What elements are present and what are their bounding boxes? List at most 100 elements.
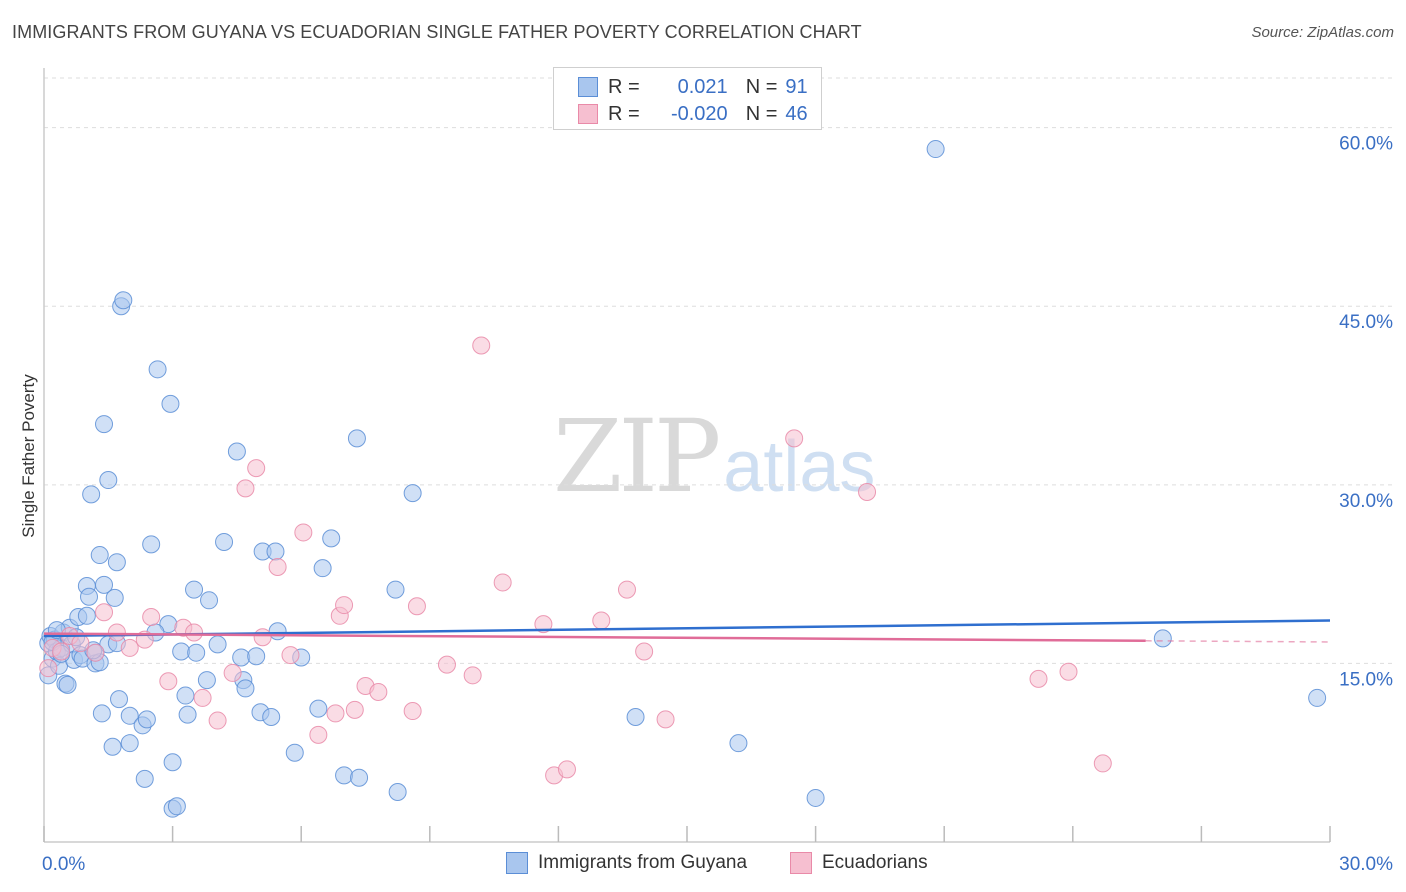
- guyana-point: [99, 471, 118, 490]
- legend-n-value: 91: [785, 75, 808, 98]
- guyana-point: [266, 542, 285, 561]
- points-layer: [39, 140, 1327, 818]
- guyana-point: [176, 686, 195, 705]
- legend-n-label: N =: [745, 75, 778, 98]
- ecuadorian-point: [107, 623, 126, 642]
- axis-layer: [43, 68, 1331, 843]
- guyana-point: [172, 642, 191, 661]
- watermark-zip: ZIP: [553, 398, 721, 515]
- ecuadorian-point: [369, 682, 388, 701]
- ecuadorian-point: [247, 459, 266, 478]
- legend-row-guyana: R = 0.021 N = 91: [578, 74, 808, 100]
- guyana-point: [137, 710, 156, 729]
- guyana-point: [114, 291, 133, 310]
- trend-layer: [43, 619, 1331, 643]
- guyana-point: [347, 429, 366, 448]
- guyana-point: [322, 529, 341, 548]
- guyana-point: [103, 737, 122, 756]
- legend-r-value: -0.020: [670, 102, 728, 125]
- ecuadorian-point: [1059, 662, 1078, 681]
- ecuadorian-point: [472, 336, 491, 355]
- ecuadorian-point: [463, 666, 482, 685]
- guyana-point: [806, 788, 825, 807]
- legend-item-ecuadorians[interactable]: Ecuadorians: [790, 852, 928, 874]
- guyana-point: [92, 704, 111, 723]
- guyana-point: [105, 588, 124, 607]
- y-tick-label: 30.0%: [1339, 491, 1393, 512]
- ecuadorian-point: [858, 482, 877, 501]
- ecuadorian-point: [326, 704, 345, 723]
- guyana-point: [107, 553, 126, 572]
- ecuadorian-point: [493, 573, 512, 592]
- guyana-point: [285, 743, 304, 762]
- guyana-point: [262, 707, 281, 726]
- guyana-point: [80, 587, 99, 606]
- ecuadorian-point: [236, 479, 255, 498]
- guyana-point: [82, 485, 101, 504]
- guyana-point: [142, 535, 161, 554]
- chart-title: IMMIGRANTS FROM GUYANA VS ECUADORIAN SIN…: [12, 22, 862, 42]
- guyana-point: [1308, 688, 1327, 707]
- ecuadorian-point: [208, 711, 227, 730]
- ecuadorian-point: [281, 646, 300, 665]
- ecuadorian-point: [185, 623, 204, 642]
- ecuadorian-point: [309, 725, 328, 744]
- legend-label-guyana: Immigrants from Guyana: [538, 852, 748, 873]
- guyana-point: [110, 690, 129, 709]
- guyana-point: [120, 706, 139, 725]
- y-axis-label: Single Father Poverty: [19, 374, 38, 538]
- legend-row-ecuadorians: R = -0.020 N = 46: [578, 101, 808, 127]
- guyana-point: [58, 675, 77, 694]
- guyana-point: [187, 643, 206, 662]
- guyana-point: [148, 360, 167, 379]
- guyana-point: [163, 753, 182, 772]
- guyana-point: [77, 606, 96, 625]
- ecuadorian-point: [193, 688, 212, 707]
- ecuadorian-point: [253, 628, 272, 647]
- guyana-point: [227, 442, 246, 461]
- ecuadorian-point: [345, 700, 364, 719]
- guyana-point: [247, 647, 266, 666]
- guyana-point: [388, 782, 407, 801]
- ecuadorian-point: [635, 642, 654, 661]
- y-tick-label: 45.0%: [1339, 312, 1393, 333]
- guyana-point: [268, 622, 287, 641]
- guyana-point: [729, 734, 748, 753]
- guyana-point: [135, 769, 154, 788]
- ecuadorian-point: [785, 429, 804, 448]
- ecuadorian-point: [142, 607, 161, 626]
- ecuadorian-point: [617, 580, 636, 599]
- legend-item-guyana[interactable]: Immigrants from Guyana: [506, 852, 747, 874]
- guyana-point: [208, 635, 227, 654]
- ecuadorian-point: [95, 603, 114, 622]
- ecuadorian-point: [557, 760, 576, 779]
- legend-r-label: R =: [608, 75, 640, 98]
- guyana-point: [95, 575, 114, 594]
- guyana-trend-line: [43, 619, 1331, 638]
- ecuadorian-point: [294, 523, 313, 542]
- guyana-point: [386, 580, 405, 599]
- ecuadorian-point: [403, 702, 422, 721]
- ecuadorian-point: [1093, 754, 1112, 773]
- legend-r-label: R =: [608, 102, 640, 125]
- guyana-point: [185, 580, 204, 599]
- label-layer: 15.0% 30.0% 45.0% 60.0% 0.0% 30.0% Single Fath…: [19, 134, 1393, 875]
- ecuadorian-point: [1029, 669, 1048, 688]
- ecuadorian-point: [268, 557, 287, 576]
- legend-label-ecuadorians: Ecuadorians: [822, 852, 928, 873]
- ecuadorian-point: [656, 710, 675, 729]
- ecuadorian-point: [71, 634, 90, 653]
- guyana-point: [95, 415, 114, 434]
- guyana-point: [350, 768, 369, 787]
- grid-layer: [44, 77, 1394, 664]
- guyana-point: [178, 705, 197, 724]
- ecuadorian-point: [223, 663, 242, 682]
- series-legend: Immigrants from Guyana Ecuadorians: [0, 850, 1406, 878]
- guyana-point: [926, 140, 945, 159]
- ecuadorian-point: [437, 655, 456, 674]
- guyana-point: [120, 734, 139, 753]
- legend-swatch-ecuadorians: [790, 852, 812, 874]
- ecuadorian-trend-line: [43, 632, 1146, 643]
- ecuadorian-point: [534, 615, 553, 634]
